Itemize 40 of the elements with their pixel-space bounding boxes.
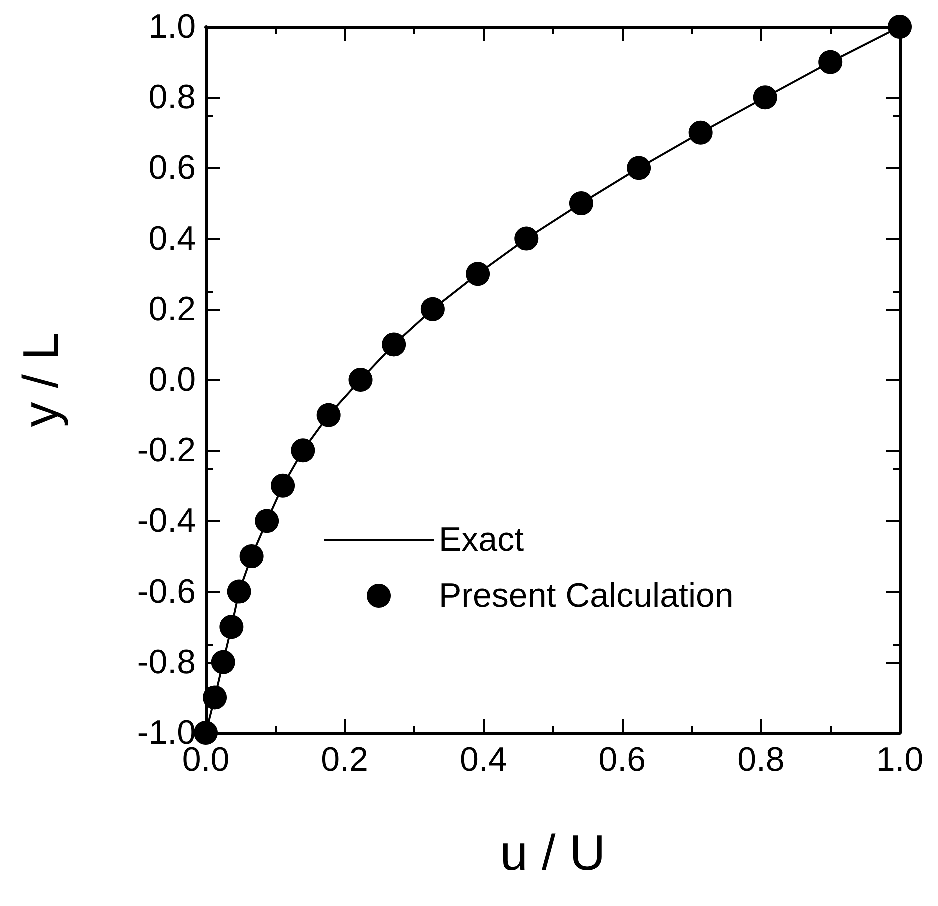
y-tick-label: -0.2 bbox=[137, 432, 196, 470]
point bbox=[569, 192, 594, 216]
y-tick-label: 0.0 bbox=[148, 361, 196, 399]
y-tick-label: 0.2 bbox=[148, 290, 196, 328]
point bbox=[194, 721, 218, 745]
y-tick-label: 0.4 bbox=[148, 220, 196, 258]
x-tick-label: 1.0 bbox=[876, 741, 924, 779]
point bbox=[888, 15, 912, 39]
y-tick-label: 0.8 bbox=[148, 78, 196, 117]
y-tick-label: 1.0 bbox=[148, 8, 196, 46]
point bbox=[211, 650, 236, 674]
point bbox=[227, 580, 252, 604]
point bbox=[627, 156, 652, 180]
point bbox=[348, 368, 373, 392]
x-tick-label: 0.2 bbox=[321, 741, 368, 779]
point bbox=[255, 509, 280, 534]
y-tick-label: 0.6 bbox=[148, 149, 196, 188]
legend-label: Exact bbox=[439, 521, 525, 559]
y-tick-label: -0.4 bbox=[137, 502, 196, 540]
point bbox=[420, 297, 445, 322]
y-tick-label: -0.8 bbox=[137, 643, 196, 682]
x-axis-title: u / U bbox=[500, 825, 606, 881]
point bbox=[382, 332, 406, 357]
y-axis-title: y / L bbox=[13, 332, 69, 428]
point bbox=[291, 438, 316, 463]
point bbox=[466, 262, 490, 286]
y-tick-label: -0.6 bbox=[137, 572, 196, 611]
point bbox=[514, 226, 539, 251]
legend-label: Present Calculation bbox=[439, 577, 734, 615]
x-tick-label: 0.8 bbox=[738, 741, 785, 779]
point bbox=[271, 474, 296, 498]
point bbox=[240, 544, 264, 568]
point bbox=[688, 120, 713, 145]
point bbox=[203, 686, 228, 710]
x-tick-label: 0.4 bbox=[460, 741, 508, 779]
point bbox=[753, 86, 778, 110]
point bbox=[316, 403, 341, 428]
point bbox=[818, 50, 843, 74]
x-tick-label: 0.6 bbox=[598, 741, 646, 779]
point bbox=[220, 615, 244, 640]
